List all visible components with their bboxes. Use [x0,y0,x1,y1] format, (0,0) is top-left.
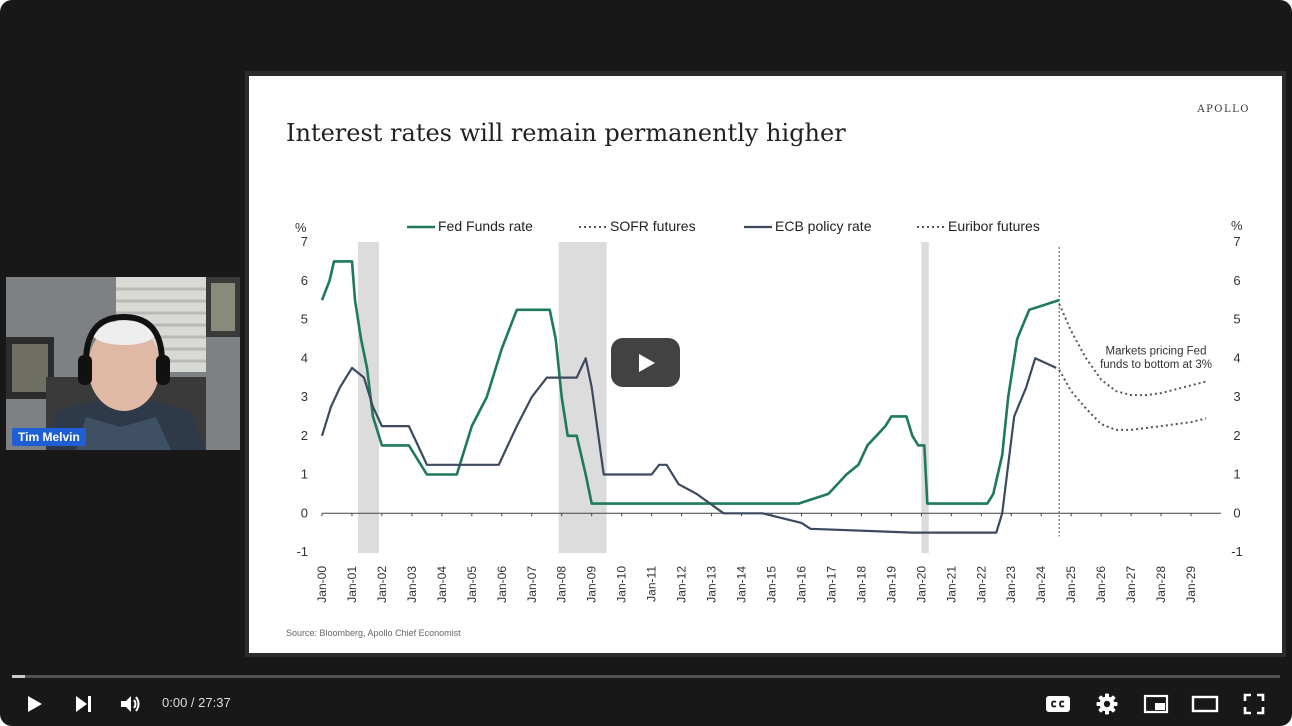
next-icon [76,696,91,712]
y-tick-label-right: 3 [1233,389,1240,404]
interest-rate-chart: -1 -1 0 0 1 1 2 2 3 3 4 4 5 5 6 6 7 7% % Jan-00 Jan-01 Jan-02… [295,218,1243,603]
y-tick-label-right: 4 [1233,350,1240,365]
y-tick-label-left: 1 [301,467,308,482]
presenter-image [6,277,240,450]
y-tick-label-left: 7 [301,234,308,249]
x-tick-label: Jan-17 [824,566,838,603]
y-tick-label-right: 7 [1233,234,1240,249]
x-tick-label: Jan-16 [794,566,808,603]
current-time: 0:00 [162,695,188,710]
x-tick-label: Jan-22 [974,566,988,603]
progress-fill [12,675,25,678]
x-tick-label: Jan-24 [1034,566,1048,603]
x-tick-label: Jan-13 [705,566,719,603]
y-tick-label-left: 5 [301,312,308,327]
x-tick-label: Jan-29 [1184,566,1198,603]
play-button[interactable] [18,688,50,720]
y-tick-label-left: 0 [301,505,308,520]
y-tick-label-right: 5 [1233,312,1240,327]
y-tick-label-right: 1 [1233,467,1240,482]
y-tick-label-left: 4 [301,350,308,365]
x-tick-label: Jan-10 [615,566,629,603]
fullscreen-icon [1243,693,1265,715]
x-tick-label: Jan-26 [1094,566,1108,603]
theater-mode-button[interactable] [1189,688,1221,720]
x-tick-label: Jan-23 [1004,566,1018,603]
x-tick-label: Jan-08 [555,566,569,603]
y-tick-label-left: 6 [301,273,308,288]
x-tick-label: Jan-21 [944,566,958,603]
big-play-icon [638,353,655,372]
y-tick-label-left: 3 [301,389,308,404]
legend-label: Fed Funds rate [438,218,533,234]
recession-band [357,242,379,553]
miniplayer-icon [1143,694,1169,714]
legend-label: Euribor futures [948,218,1040,234]
y-tick-label-left: 2 [301,428,308,443]
legend-label: SOFR futures [610,218,696,234]
y-tick-label-right: 6 [1233,273,1240,288]
series-line-euribor-futures [1058,369,1207,431]
x-tick-label: Jan-00 [315,566,329,603]
brand-logo: APOLLO [1197,104,1250,115]
next-button[interactable] [67,688,99,720]
miniplayer-button[interactable] [1140,688,1172,720]
fullscreen-button[interactable] [1238,688,1270,720]
recession-band [921,242,929,553]
play-icon [28,696,42,712]
x-tick-label: Jan-03 [405,566,419,603]
annotation-text: funds to bottom at 3% [1100,359,1212,371]
presenter-name-tag: Tim Melvin [12,428,86,446]
theater-icon [1191,695,1219,713]
video-frame: Interest rates will remain permanently h… [245,71,1286,657]
x-tick-label: Jan-15 [765,566,779,603]
time-separator: / [187,695,199,710]
progress-bar[interactable] [12,675,1280,678]
x-tick-label: Jan-18 [854,566,868,603]
x-tick-label: Jan-05 [465,566,479,603]
slide-title: Interest rates will remain permanently h… [286,119,846,147]
x-tick-label: Jan-07 [525,566,539,603]
legend-label: ECB policy rate [775,218,872,234]
settings-button[interactable] [1091,688,1123,720]
y-tick-label-left: -1 [296,544,308,559]
y-tick-label-right: 2 [1233,428,1240,443]
series-line-ecb-policy-rate [320,357,1057,534]
x-tick-label: Jan-09 [585,566,599,603]
captions-button[interactable] [1042,688,1074,720]
annotation-text: Markets pricing Fed [1106,345,1207,357]
x-tick-label: Jan-20 [914,566,928,603]
x-tick-label: Jan-02 [375,566,389,603]
captions-icon [1046,696,1070,712]
series-line-sofr-futures [1058,303,1207,397]
x-tick-label: Jan-25 [1064,566,1078,603]
chart-source: Source: Bloomberg, Apollo Chief Economis… [286,628,461,638]
volume-button[interactable] [115,688,147,720]
y-axis-label-left: % [295,220,307,235]
big-play-button[interactable] [611,338,680,387]
y-tick-label-right: -1 [1231,544,1243,559]
series-line-fed-funds-rate [320,260,1060,505]
x-tick-label: Jan-14 [735,566,749,603]
volume-icon [121,696,140,712]
x-tick-label: Jan-04 [435,566,449,603]
presenter-webcam [6,277,240,450]
x-tick-label: Jan-06 [495,566,509,603]
x-tick-label: Jan-01 [345,566,359,603]
recession-band [558,242,607,553]
y-axis-label-right: % [1231,218,1243,233]
x-tick-label: Jan-11 [645,566,659,602]
x-tick-label: Jan-27 [1124,566,1138,603]
duration: 27:37 [198,695,231,710]
gear-icon [1096,693,1118,715]
x-tick-label: Jan-28 [1154,566,1168,603]
time-display: 0:00 / 27:37 [162,695,231,710]
slide: Interest rates will remain permanently h… [249,76,1282,653]
x-tick-label: Jan-19 [884,566,898,603]
y-tick-label-right: 0 [1233,505,1240,520]
player-controls: 0:00 / 27:37 [0,682,1292,722]
x-tick-label: Jan-12 [675,566,689,603]
